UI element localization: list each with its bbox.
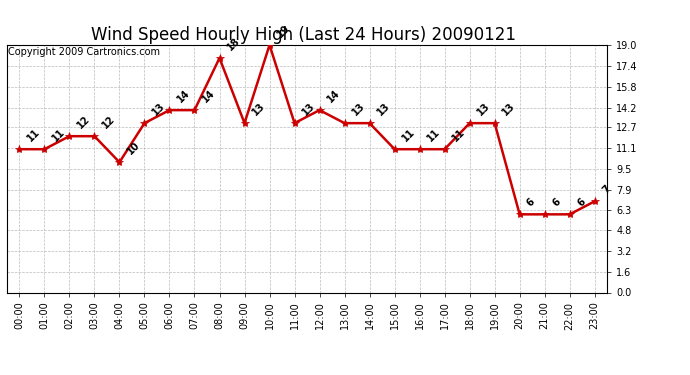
Text: 13: 13 [300,101,317,118]
Text: 19: 19 [275,23,292,39]
Text: 14: 14 [175,88,192,105]
Text: 6: 6 [575,197,587,209]
Text: 11: 11 [450,127,467,144]
Text: 13: 13 [350,101,367,118]
Text: 6: 6 [550,197,562,209]
Text: 13: 13 [375,101,392,118]
Text: 11: 11 [25,127,41,144]
Text: 14: 14 [325,88,342,105]
Text: 13: 13 [150,101,167,118]
Text: 7: 7 [600,184,612,196]
Text: 11: 11 [400,127,417,144]
Text: 18: 18 [225,36,241,52]
Text: 10: 10 [125,140,141,157]
Text: 12: 12 [75,114,92,130]
Text: Copyright 2009 Cartronics.com: Copyright 2009 Cartronics.com [8,48,159,57]
Text: 14: 14 [200,88,217,105]
Text: 11: 11 [50,127,67,144]
Text: Wind Speed Hourly High (Last 24 Hours) 20090121: Wind Speed Hourly High (Last 24 Hours) 2… [91,26,516,44]
Text: 11: 11 [425,127,442,144]
Text: 13: 13 [500,101,517,118]
Text: 13: 13 [475,101,492,118]
Text: 12: 12 [100,114,117,130]
Text: 13: 13 [250,101,267,118]
Text: 6: 6 [525,197,537,209]
